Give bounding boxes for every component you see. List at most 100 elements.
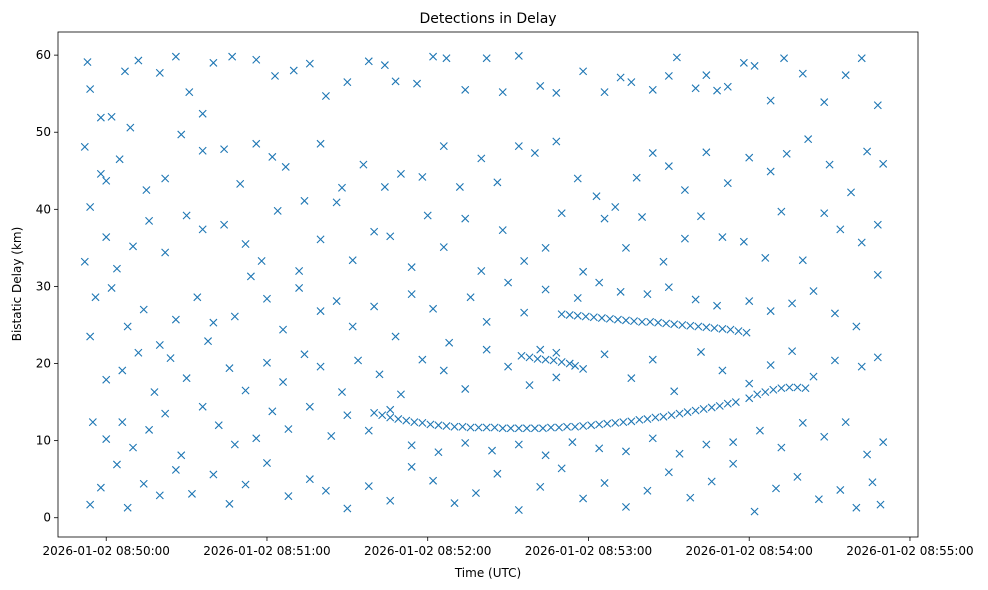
data-point — [279, 378, 288, 387]
data-point — [230, 440, 239, 449]
data-point — [279, 325, 288, 334]
data-point — [193, 293, 202, 302]
data-point — [115, 155, 124, 164]
data-point — [332, 297, 341, 306]
data-point — [621, 316, 630, 325]
data-point — [429, 304, 438, 313]
data-point — [627, 374, 636, 383]
data-point — [305, 402, 314, 411]
data-point — [718, 233, 727, 242]
data-point — [538, 424, 547, 433]
data-point — [541, 451, 550, 460]
data-point — [863, 450, 872, 459]
data-point — [630, 317, 639, 326]
data-point — [648, 149, 657, 158]
data-point — [541, 285, 550, 294]
data-point — [155, 341, 164, 350]
data-point — [504, 362, 513, 371]
data-point — [718, 366, 727, 375]
data-point — [198, 402, 207, 411]
data-point — [563, 422, 572, 431]
data-point — [809, 287, 818, 296]
data-point — [809, 372, 818, 381]
data-point — [605, 314, 614, 323]
data-point — [798, 69, 807, 78]
data-point — [316, 139, 325, 148]
data-point — [678, 320, 687, 329]
data-point — [348, 322, 357, 331]
data-point — [107, 283, 116, 292]
data-point — [461, 384, 470, 393]
data-point — [407, 263, 416, 272]
data-point — [477, 267, 486, 275]
x-axis-ticks: 2026-01-02 08:50:00 2026-01-02 08:51:00 20… — [42, 537, 974, 558]
data-point — [262, 458, 271, 467]
data-point — [659, 412, 668, 421]
data-point — [504, 278, 513, 287]
data-point — [568, 438, 577, 447]
data-point — [343, 411, 352, 420]
data-point — [713, 301, 722, 310]
data-point — [498, 226, 507, 235]
data-point — [423, 211, 432, 220]
data-point — [102, 435, 111, 444]
data-point — [603, 419, 612, 428]
data-point — [664, 71, 673, 80]
data-point — [595, 420, 604, 429]
data-point — [702, 323, 711, 332]
data-point — [876, 500, 885, 509]
data-point — [600, 350, 609, 359]
data-point — [565, 310, 574, 319]
data-point — [766, 167, 775, 176]
data-point — [407, 462, 416, 471]
data-point — [541, 355, 550, 364]
data-point — [161, 174, 170, 183]
data-point — [96, 113, 105, 122]
data-point — [616, 287, 625, 296]
x-tick-label: 2026-01-02 08:54:00 — [685, 544, 812, 558]
data-point — [102, 375, 111, 384]
data-point — [777, 384, 786, 393]
data-point — [129, 443, 138, 452]
data-point — [613, 315, 622, 324]
data-point — [429, 476, 438, 485]
data-point — [595, 278, 604, 287]
data-point — [702, 71, 711, 80]
data-point — [386, 496, 395, 505]
x-tick-label: 2026-01-02 08:52:00 — [364, 544, 491, 558]
data-point — [305, 475, 314, 484]
data-point — [262, 294, 271, 303]
data-point — [407, 441, 416, 450]
data-point — [391, 332, 400, 341]
data-point — [621, 243, 630, 252]
x-tick-label: 2026-01-02 08:50:00 — [42, 544, 169, 558]
data-point — [571, 422, 580, 431]
data-point — [873, 353, 882, 362]
x-tick-label: 2026-01-02 08:55:00 — [846, 544, 973, 558]
data-point — [418, 355, 427, 364]
data-point — [343, 78, 352, 87]
data-point — [619, 418, 628, 427]
data-point — [139, 305, 148, 314]
data-point — [694, 322, 703, 331]
data-point — [348, 256, 357, 265]
data-point — [654, 318, 663, 327]
y-tick-label: 0 — [43, 511, 51, 525]
data-point — [801, 384, 810, 393]
data-point — [579, 364, 588, 373]
data-point — [600, 214, 609, 223]
data-point — [517, 351, 526, 360]
data-point — [91, 293, 100, 302]
data-point — [514, 142, 523, 151]
data-point — [627, 417, 636, 426]
data-point — [697, 212, 705, 221]
data-point — [873, 270, 882, 279]
data-points — [80, 51, 888, 516]
x-axis-label: Time (UTC) — [454, 566, 521, 580]
data-point — [327, 432, 336, 440]
data-point — [680, 186, 689, 195]
data-point — [697, 347, 705, 356]
data-point — [798, 418, 807, 427]
data-point — [525, 353, 534, 362]
data-point — [852, 503, 861, 512]
